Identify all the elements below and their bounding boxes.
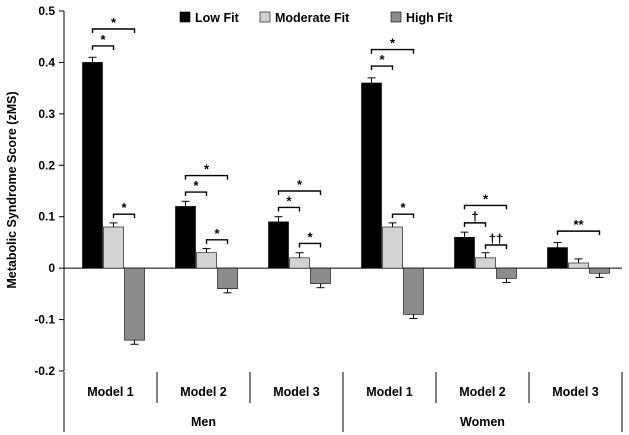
significance-label: *	[297, 177, 303, 192]
significance-label: *	[193, 178, 199, 193]
significance-bracket	[484, 244, 508, 249]
y-tick-label: -0.2	[34, 364, 55, 378]
plot-area: -0.2-0.100.10.20.30.40.5************†*††…	[34, 4, 622, 378]
bar	[403, 267, 424, 315]
x-group-label: Women	[460, 415, 505, 429]
y-tick-label: 0.3	[38, 107, 55, 121]
significance-label: *	[307, 229, 313, 244]
significance-label: *	[214, 226, 220, 241]
significance-bracket	[463, 222, 487, 227]
bar	[382, 226, 403, 269]
y-tick-label: 0.1	[38, 210, 55, 224]
bar	[310, 267, 331, 284]
bar	[547, 247, 568, 269]
significance-label: †	[471, 209, 478, 224]
significance-label: *	[390, 36, 396, 51]
significance-bracket	[277, 190, 322, 195]
bar	[568, 262, 589, 269]
x-tick-label: Model 1	[87, 385, 134, 399]
bar	[361, 82, 382, 269]
x-tick-label: Model 3	[273, 385, 320, 399]
bar	[289, 257, 310, 269]
bar	[268, 221, 289, 269]
significance-label: **	[573, 217, 584, 232]
significance-label: *	[379, 52, 385, 67]
x-group-label: Men	[191, 415, 216, 429]
significance-label: *	[100, 32, 106, 47]
bar	[124, 267, 145, 341]
y-axis-label: Metabolic Syndrome Score (zMS)	[5, 91, 19, 288]
bar	[454, 236, 475, 269]
bar	[475, 257, 496, 269]
y-tick-label: 0.2	[38, 158, 55, 172]
significance-bracket	[370, 48, 415, 54]
significance-label: *	[400, 200, 406, 215]
bar	[196, 252, 217, 269]
bar	[82, 62, 103, 269]
bar	[103, 226, 124, 269]
legend-swatch	[390, 11, 402, 23]
legend-swatch	[179, 11, 191, 23]
x-tick-label: Model 1	[366, 385, 413, 399]
significance-bracket	[463, 204, 508, 210]
legend: Low Fit Moderate Fit High Fit	[179, 11, 453, 25]
legend-label: Low Fit	[195, 11, 240, 25]
bar	[589, 267, 610, 274]
significance-label: *	[483, 191, 489, 206]
legend-label: Moderate Fit	[275, 11, 350, 25]
x-tick-label: Model 2	[180, 385, 227, 399]
bar	[217, 267, 238, 290]
significance-bracket	[277, 206, 301, 212]
bar	[175, 206, 196, 269]
significance-label: *	[111, 15, 117, 30]
x-axis: Model 1 Model 2 Model 3 Model 1 Model 2 Model…	[63, 372, 623, 432]
significance-bracket	[184, 174, 229, 180]
significance-bracket	[556, 230, 601, 236]
x-tick-label: Model 3	[552, 385, 599, 399]
significance-bracket	[298, 242, 322, 248]
y-tick-label: 0.5	[38, 4, 55, 18]
x-tick-label: Model 2	[459, 385, 506, 399]
significance-label: *	[121, 200, 127, 215]
significance-bracket	[370, 65, 394, 71]
significance-bracket	[391, 213, 415, 219]
bar	[496, 267, 517, 279]
significance-bracket	[112, 213, 136, 219]
y-tick-label: -0.1	[34, 313, 55, 327]
y-tick-label: 0	[48, 261, 55, 275]
legend-swatch	[259, 11, 271, 23]
significance-label: *	[204, 162, 210, 177]
significance-bracket	[91, 28, 136, 33]
y-tick-label: 0.4	[38, 55, 55, 69]
significance-bracket	[205, 239, 229, 244]
legend-label: High Fit	[406, 11, 453, 25]
significance-bracket	[91, 45, 115, 50]
significance-label: *	[286, 193, 292, 208]
significance-bracket	[184, 191, 208, 197]
significance-label: ††	[489, 231, 503, 246]
